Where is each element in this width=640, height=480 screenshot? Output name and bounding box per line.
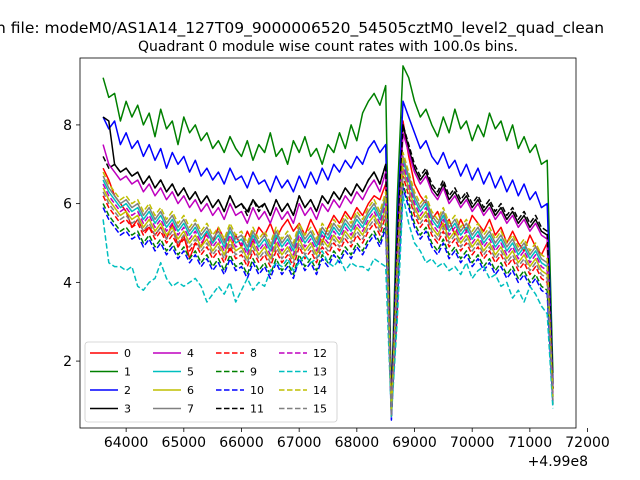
- legend-label-4: 4: [187, 347, 194, 360]
- chart-title: Quadrant 0 module wise count rates with …: [138, 39, 518, 55]
- series-12-line: [102, 163, 554, 414]
- legend-label-3: 3: [124, 403, 131, 416]
- plot-frame: [79, 57, 577, 429]
- series-11-line: [102, 124, 554, 410]
- series-8-line: [102, 175, 554, 417]
- x-tick-label: 70000: [450, 435, 495, 451]
- legend-label-14: 14: [313, 384, 327, 397]
- legend-label-1: 1: [124, 366, 131, 379]
- series-4-line: [102, 132, 554, 414]
- x-tick-label: 64000: [104, 435, 149, 451]
- x-tick-label: 67000: [277, 435, 322, 451]
- x-tick-label: 65000: [162, 435, 207, 451]
- x-axis: 64000 65000 66000 67000 68000 69000 70000 71000…: [104, 428, 610, 451]
- legend-label-7: 7: [187, 403, 194, 416]
- series-2-line: [102, 100, 554, 406]
- legend-label-8: 8: [250, 347, 257, 360]
- y-axis: 2 4 6 8: [63, 118, 80, 370]
- legend-label-15: 15: [313, 403, 327, 416]
- series-6-line: [102, 167, 554, 417]
- series-15-line: [102, 171, 554, 417]
- y-tick-label: 2: [63, 354, 72, 370]
- series-13-line: [102, 195, 554, 417]
- legend-label-10: 10: [250, 384, 264, 397]
- y-tick-label: 8: [63, 118, 72, 134]
- legend-label-9: 9: [250, 366, 257, 379]
- series-1-line: [102, 65, 554, 402]
- legend-label-0: 0: [124, 347, 131, 360]
- legend-label-5: 5: [187, 366, 194, 379]
- series-layer: [102, 65, 554, 421]
- series-10-line: [102, 187, 554, 421]
- x-tick-label: 69000: [392, 435, 437, 451]
- series-14-line: [102, 151, 554, 414]
- x-tick-label: 66000: [219, 435, 264, 451]
- legend-label-2: 2: [124, 384, 131, 397]
- legend-label-12: 12: [313, 347, 327, 360]
- x-tick-label: 72000: [565, 435, 610, 451]
- x-tick-label: 68000: [335, 435, 380, 451]
- series-7-line: [102, 155, 554, 414]
- series-9-line: [102, 183, 554, 417]
- x-offset-label: +4.99e8: [528, 454, 588, 470]
- legend-label-13: 13: [313, 366, 327, 379]
- legend-label-11: 11: [250, 403, 264, 416]
- x-tick-label: 71000: [508, 435, 553, 451]
- y-tick-label: 4: [63, 275, 72, 291]
- suptitle: n file: modeM0/AS1A14_127T09_9000006520_…: [0, 19, 604, 38]
- y-tick-label: 6: [63, 197, 72, 213]
- legend-label-6: 6: [187, 384, 194, 397]
- legend-box: [84, 341, 338, 423]
- series-5-line: [102, 159, 554, 417]
